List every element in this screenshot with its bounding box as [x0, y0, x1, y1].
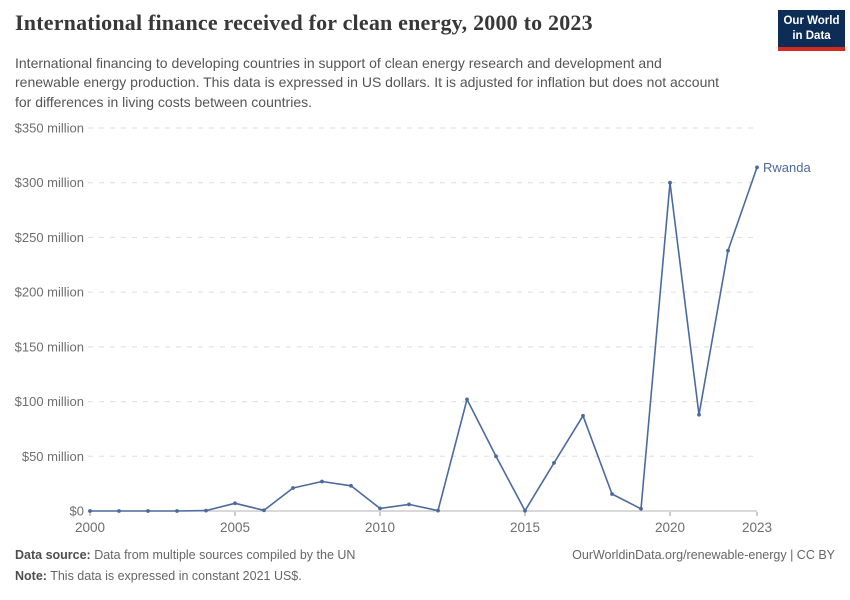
- data-point: [175, 509, 179, 513]
- data-point: [117, 509, 121, 513]
- y-axis-tick-label: $100 million: [15, 394, 84, 409]
- data-point: [146, 509, 150, 513]
- data-point: [262, 508, 266, 513]
- data-source-text: Data from multiple sources compiled by t…: [90, 548, 356, 562]
- data-point: [639, 506, 643, 511]
- data-source-line: Data source: Data from multiple sources …: [15, 545, 355, 566]
- data-point: [610, 492, 614, 496]
- data-point: [581, 413, 585, 418]
- y-axis-tick-label: $50 million: [22, 449, 84, 464]
- x-axis-tick-label: 2023: [742, 520, 772, 535]
- data-point: [349, 483, 353, 488]
- data-source-label: Data source:: [15, 548, 91, 562]
- y-axis-tick-label: $250 million: [15, 230, 84, 245]
- chart-footer: Data source: Data from multiple sources …: [15, 545, 835, 586]
- x-axis-tick-label: 2010: [365, 520, 395, 535]
- series-line: [89, 166, 758, 512]
- data-point: [726, 248, 730, 253]
- data-point: [291, 486, 295, 490]
- page-title: International finance received for clean…: [15, 10, 593, 35]
- data-point: [755, 165, 759, 170]
- data-point: [204, 508, 208, 513]
- x-axis-tick-label: 2015: [510, 520, 540, 535]
- note-text: This data is expressed in constant 2021 …: [46, 568, 302, 583]
- data-point: [88, 509, 92, 513]
- data-point: [668, 180, 672, 185]
- note-label: Note:: [15, 568, 47, 583]
- data-point: [465, 397, 469, 402]
- y-axis-tick-label: $350 million: [15, 121, 84, 136]
- data-point: [320, 479, 324, 484]
- owid-logo-line2: in Data: [792, 29, 831, 42]
- owid-logo-line1: Our World: [783, 15, 840, 28]
- note-line: Note: This data is expressed in constant…: [15, 569, 302, 583]
- x-axis-tick-label: 2000: [75, 520, 105, 535]
- data-point: [523, 508, 527, 513]
- data-point: [494, 454, 498, 459]
- data-point: [552, 461, 556, 465]
- data-point: [378, 506, 382, 511]
- data-point: [436, 508, 440, 513]
- owid-logo: Our World in Data: [778, 10, 845, 51]
- chart-subtitle: International financing to developing co…: [15, 55, 720, 110]
- y-axis-tick-label: $300 million: [15, 175, 84, 190]
- y-axis-tick-label: $150 million: [15, 339, 84, 354]
- x-axis-tick-label: 2005: [220, 520, 250, 535]
- series-end-label: Rwanda: [763, 160, 811, 175]
- data-point: [697, 412, 701, 417]
- footer-link[interactable]: OurWorldinData.org/renewable-energy | CC…: [572, 548, 835, 562]
- x-axis-tick-label: 2020: [655, 520, 685, 535]
- data-point: [407, 502, 411, 507]
- y-axis-tick-label: $200 million: [15, 285, 84, 300]
- data-point: [233, 501, 237, 506]
- y-axis-tick-label: $0: [70, 504, 84, 519]
